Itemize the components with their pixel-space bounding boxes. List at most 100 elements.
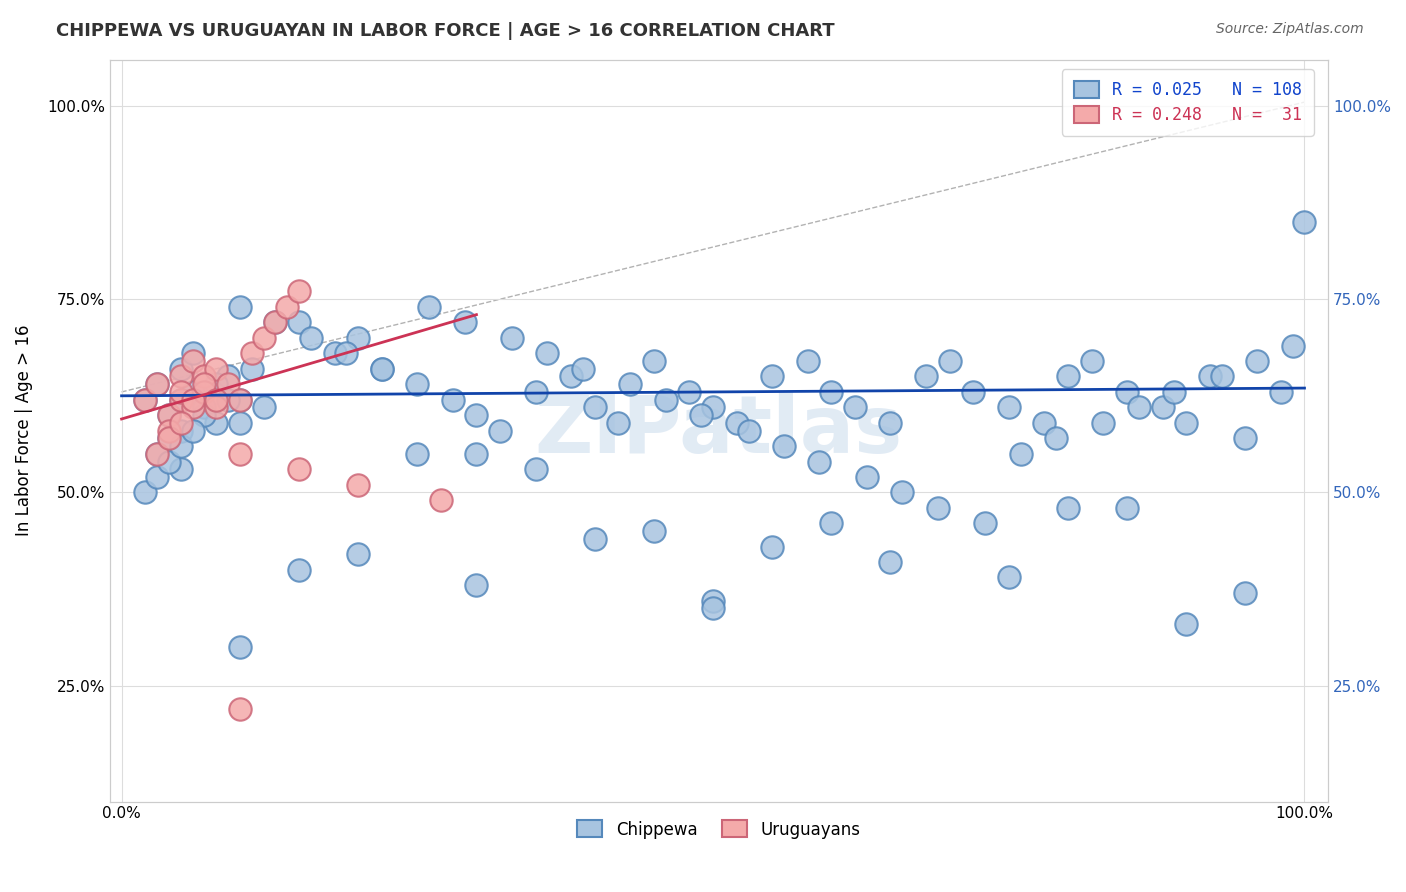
- Point: [181, 401, 204, 415]
- Point: [1116, 384, 1139, 399]
- Point: [170, 384, 193, 399]
- Point: [264, 315, 287, 329]
- Point: [796, 354, 818, 368]
- Point: [181, 346, 204, 360]
- Point: [146, 377, 169, 392]
- Point: [891, 485, 914, 500]
- Point: [299, 331, 322, 345]
- Point: [406, 377, 429, 392]
- Point: [1294, 215, 1316, 229]
- Point: [927, 500, 949, 515]
- Point: [157, 454, 180, 468]
- Point: [1010, 447, 1032, 461]
- Point: [501, 331, 523, 345]
- Point: [252, 331, 274, 345]
- Point: [1270, 384, 1292, 399]
- Point: [1092, 416, 1115, 430]
- Point: [808, 454, 831, 468]
- Point: [193, 369, 215, 384]
- Point: [430, 493, 453, 508]
- Point: [134, 392, 156, 407]
- Point: [252, 401, 274, 415]
- Point: [1234, 431, 1257, 445]
- Point: [240, 361, 263, 376]
- Point: [205, 401, 228, 415]
- Point: [264, 315, 287, 329]
- Point: [181, 384, 204, 399]
- Point: [134, 392, 156, 407]
- Point: [170, 439, 193, 453]
- Point: [157, 408, 180, 422]
- Point: [1045, 431, 1067, 445]
- Point: [974, 516, 997, 531]
- Point: [193, 401, 215, 415]
- Point: [240, 346, 263, 360]
- Point: [229, 416, 252, 430]
- Point: [465, 408, 488, 422]
- Point: [347, 547, 370, 561]
- Point: [1033, 416, 1056, 430]
- Point: [1175, 416, 1198, 430]
- Point: [619, 377, 641, 392]
- Point: [323, 346, 346, 360]
- Point: [643, 354, 665, 368]
- Point: [725, 416, 748, 430]
- Point: [170, 424, 193, 438]
- Point: [1234, 586, 1257, 600]
- Point: [915, 369, 938, 384]
- Text: ZIPatlas: ZIPatlas: [534, 392, 903, 469]
- Point: [536, 346, 558, 360]
- Point: [761, 540, 783, 554]
- Point: [524, 384, 547, 399]
- Point: [229, 447, 252, 461]
- Point: [205, 377, 228, 392]
- Point: [418, 300, 440, 314]
- Legend: Chippewa, Uruguayans: Chippewa, Uruguayans: [571, 814, 868, 846]
- Point: [997, 570, 1019, 584]
- Text: Source: ZipAtlas.com: Source: ZipAtlas.com: [1216, 22, 1364, 37]
- Point: [276, 300, 298, 314]
- Point: [146, 470, 169, 484]
- Point: [170, 392, 193, 407]
- Point: [288, 285, 311, 299]
- Point: [465, 447, 488, 461]
- Point: [229, 392, 252, 407]
- Point: [879, 416, 901, 430]
- Point: [217, 392, 239, 407]
- Point: [1163, 384, 1185, 399]
- Point: [181, 354, 204, 368]
- Point: [1128, 401, 1150, 415]
- Point: [702, 601, 724, 615]
- Point: [820, 516, 842, 531]
- Point: [1175, 616, 1198, 631]
- Point: [1080, 354, 1102, 368]
- Point: [347, 331, 370, 345]
- Point: [773, 439, 796, 453]
- Point: [157, 424, 180, 438]
- Point: [489, 424, 512, 438]
- Point: [465, 578, 488, 592]
- Point: [335, 346, 357, 360]
- Point: [193, 408, 215, 422]
- Point: [157, 431, 180, 445]
- Point: [229, 392, 252, 407]
- Point: [1211, 369, 1233, 384]
- Point: [1057, 369, 1080, 384]
- Point: [181, 424, 204, 438]
- Point: [654, 392, 676, 407]
- Point: [453, 315, 475, 329]
- Point: [229, 702, 252, 716]
- Point: [371, 361, 394, 376]
- Point: [205, 416, 228, 430]
- Point: [193, 384, 215, 399]
- Text: CHIPPEWA VS URUGUAYAN IN LABOR FORCE | AGE > 16 CORRELATION CHART: CHIPPEWA VS URUGUAYAN IN LABOR FORCE | A…: [56, 22, 835, 40]
- Point: [157, 431, 180, 445]
- Point: [146, 447, 169, 461]
- Point: [879, 555, 901, 569]
- Point: [347, 477, 370, 491]
- Point: [702, 593, 724, 607]
- Point: [134, 485, 156, 500]
- Point: [524, 462, 547, 476]
- Point: [146, 377, 169, 392]
- Point: [170, 361, 193, 376]
